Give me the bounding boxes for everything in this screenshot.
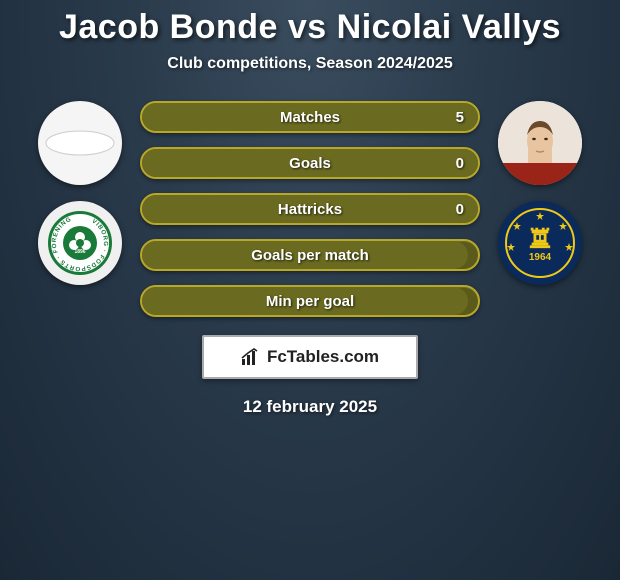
stat-bar: Goals 0 — [140, 147, 480, 179]
content-row: VIBORG · FODSPORTS · FORENING 1896 — [0, 101, 620, 317]
brondby-ring: 1964 — [505, 208, 575, 278]
stat-bar-label: Goals — [289, 155, 331, 172]
stat-bar-value: 0 — [456, 155, 464, 172]
left-player-avatar — [38, 101, 122, 185]
footer-brand-text: FcTables.com — [267, 347, 379, 367]
blank-avatar-icon — [45, 123, 115, 163]
right-column: 1964 — [480, 101, 600, 285]
stat-bar-label: Min per goal — [266, 293, 354, 310]
stat-bars: Matches 5 Goals 0 Hattricks 0 Goals per match M… — [140, 101, 480, 317]
stat-bar-label: Matches — [280, 109, 340, 126]
stat-bar: Goals per match — [140, 239, 480, 271]
stat-bar-value: 5 — [456, 109, 464, 126]
viborg-ring-text-icon: VIBORG · FODSPORTS · FORENING — [48, 211, 112, 275]
stat-bar-value: 0 — [456, 201, 464, 218]
stat-bar: Min per goal — [140, 285, 480, 317]
footer-logo: FcTables.com — [241, 347, 379, 367]
stat-bar-label: Hattricks — [278, 201, 342, 218]
stat-bar: Hattricks 0 — [140, 193, 480, 225]
footer-brand-box: FcTables.com — [202, 335, 418, 379]
right-player-avatar — [498, 101, 582, 185]
left-club-badge: VIBORG · FODSPORTS · FORENING 1896 — [38, 201, 122, 285]
viborg-ring: VIBORG · FODSPORTS · FORENING 1896 — [48, 211, 112, 275]
stat-bar-label: Goals per match — [251, 247, 369, 264]
right-club-badge: 1964 — [498, 201, 582, 285]
stat-bar: Matches 5 — [140, 101, 480, 133]
infographic-root: Jacob Bonde vs Nicolai Vallys Club compe… — [0, 0, 620, 580]
bars-chart-icon — [241, 348, 263, 366]
left-column: VIBORG · FODSPORTS · FORENING 1896 — [20, 101, 140, 285]
page-title: Jacob Bonde vs Nicolai Vallys — [59, 8, 561, 47]
date-text: 12 february 2025 — [243, 397, 377, 417]
subtitle: Club competitions, Season 2024/2025 — [167, 55, 452, 73]
player-face-icon — [498, 101, 582, 185]
svg-text:VIBORG · FODSPORTS · FORENING: VIBORG · FODSPORTS · FORENING — [51, 216, 109, 272]
brondby-stars-icon — [505, 208, 575, 278]
